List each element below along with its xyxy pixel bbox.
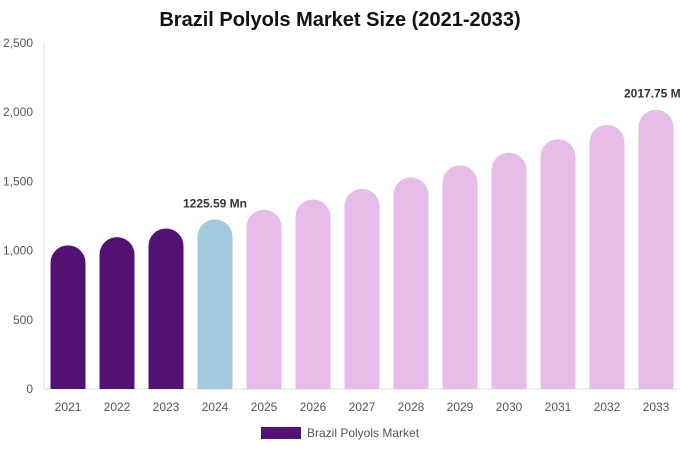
x-tick-label: 2024 [202, 400, 229, 414]
x-tick-label: 2029 [447, 400, 474, 414]
x-tick-label: 2022 [104, 400, 131, 414]
x-tick-label: 2023 [153, 400, 180, 414]
x-tick-label: 2028 [398, 400, 425, 414]
y-tick-label: 2,500 [3, 36, 33, 50]
bar-2032 [589, 124, 625, 389]
bar-2022 [99, 237, 135, 389]
x-tick-label: 2025 [251, 400, 278, 414]
bar-2025 [246, 209, 282, 389]
data-label-2033: 2017.75 Mn [624, 87, 680, 101]
bar-2027 [344, 188, 380, 389]
bar-2023 [148, 228, 184, 389]
x-tick-label: 2026 [300, 400, 327, 414]
data-label-2024: 1225.59 Mn [183, 196, 247, 210]
bar-2024 [197, 219, 233, 389]
bar-2033 [638, 109, 674, 389]
bar-2021 [50, 245, 86, 389]
bar-2028 [393, 177, 429, 389]
chart-title: Brazil Polyols Market Size (2021-2033) [159, 9, 521, 31]
legend-swatch [261, 427, 301, 439]
y-tick-label: 1,000 [3, 244, 33, 258]
x-tick-label: 2030 [496, 400, 523, 414]
x-tick-label: 2027 [349, 400, 376, 414]
y-tick-label: 500 [13, 313, 33, 327]
y-tick-label: 1,500 [3, 174, 33, 188]
bar-2029 [442, 165, 478, 389]
legend-label: Brazil Polyols Market [307, 426, 420, 440]
bar-2026 [295, 199, 331, 389]
x-tick-label: 2033 [643, 400, 670, 414]
bar-2031 [540, 139, 576, 389]
legend: Brazil Polyols Market [261, 426, 419, 440]
y-tick-label: 0 [26, 382, 33, 396]
x-tick-label: 2031 [545, 400, 572, 414]
x-tick-label: 2032 [594, 400, 621, 414]
y-tick-label: 2,000 [3, 105, 33, 119]
bar-2030 [491, 152, 527, 389]
x-tick-label: 2021 [55, 400, 82, 414]
